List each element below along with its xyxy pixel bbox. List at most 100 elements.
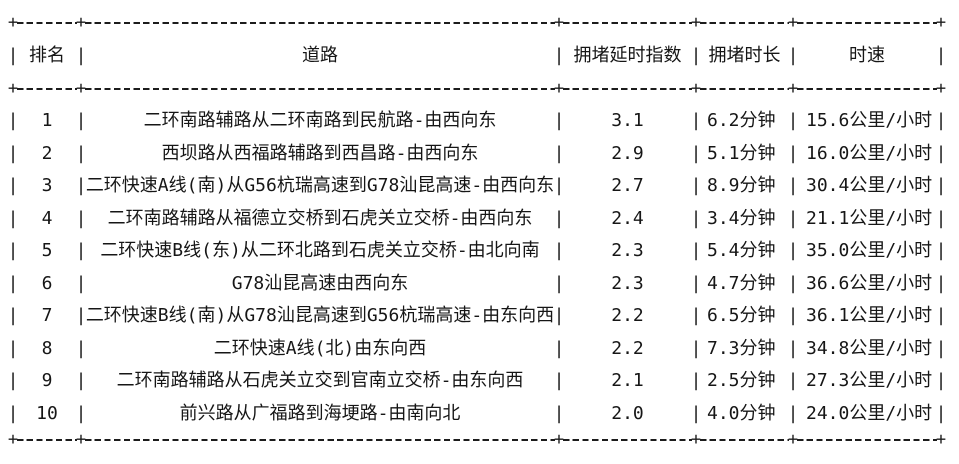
table-border-header: + + + + + + bbox=[8, 72, 946, 105]
corner-joint: + bbox=[787, 78, 799, 98]
speed-cell: 36.6公里/小时 bbox=[806, 272, 933, 294]
column-separator: | bbox=[75, 240, 87, 262]
road-cell: 二环南路辅路从石虎关立交到官南立交桥-由东向西 bbox=[116, 370, 524, 391]
column-separator: | bbox=[787, 305, 799, 327]
column-separator: | bbox=[75, 110, 87, 132]
delay-index-cell: 2.2 bbox=[611, 337, 644, 359]
table-border-top: + + + + + + bbox=[8, 6, 946, 39]
column-separator: | bbox=[935, 44, 947, 66]
corner-joint: + bbox=[935, 429, 947, 450]
column-separator: | bbox=[75, 402, 87, 424]
rank-cell: 10 bbox=[36, 402, 58, 424]
speed-cell: 36.1公里/小时 bbox=[806, 305, 933, 326]
dashed-border-segment bbox=[17, 21, 77, 24]
column-separator: | bbox=[690, 207, 702, 229]
delay-index-cell: 2.4 bbox=[611, 207, 644, 229]
column-separator: | bbox=[787, 272, 799, 294]
column-separator: | bbox=[7, 207, 19, 229]
delay-index-cell: 2.9 bbox=[611, 142, 644, 164]
column-separator: | bbox=[75, 207, 87, 229]
speed-cell: 15.6公里/小时 bbox=[806, 110, 933, 131]
table-row: | | | | | | 2 西坝路从西福路辅路到西昌路-由西向东 2.9 5.1… bbox=[8, 138, 947, 171]
duration-cell: 6.5分钟 bbox=[707, 305, 776, 326]
column-separator: | bbox=[7, 272, 19, 294]
corner-joint: + bbox=[7, 429, 19, 450]
corner-joint: + bbox=[935, 78, 947, 98]
column-separator: | bbox=[787, 110, 799, 132]
corner-joint: + bbox=[690, 429, 702, 450]
column-separator: | bbox=[935, 110, 947, 132]
column-separator: | bbox=[553, 240, 565, 262]
column-separator: | bbox=[7, 305, 19, 327]
speed-cell: 27.3公里/小时 bbox=[806, 370, 933, 391]
dashed-border-segment bbox=[563, 87, 692, 90]
column-separator: | bbox=[7, 110, 19, 132]
header-duration: 拥堵时长 bbox=[708, 44, 781, 66]
corner-joint: + bbox=[7, 12, 19, 32]
column-separator: | bbox=[690, 272, 702, 294]
column-separator: | bbox=[75, 337, 87, 359]
speed-cell: 30.4公里/小时 bbox=[806, 175, 933, 196]
road-cell: 二环快速B线(东)从二环北路到石虎关立交桥-由北向南 bbox=[100, 240, 540, 261]
dashed-border-segment bbox=[17, 87, 77, 90]
column-separator: | bbox=[553, 402, 565, 424]
delay-index-cell: 2.7 bbox=[611, 175, 644, 196]
rank-cell: 5 bbox=[41, 240, 53, 261]
corner-joint: + bbox=[690, 78, 702, 98]
delay-index-cell: 2.3 bbox=[611, 240, 644, 261]
column-separator: | bbox=[7, 44, 19, 66]
dashed-border-segment bbox=[700, 87, 789, 90]
table-row: | | | | | | 4 二环南路辅路从福德立交桥到石虎关立交桥-由西向东 2… bbox=[8, 203, 947, 236]
column-separator: | bbox=[690, 142, 702, 164]
column-separator: | bbox=[553, 142, 565, 164]
table-row: | | | | | | 7 二环快速B线(南)从G78汕昆高速到G56杭瑞高速-… bbox=[8, 300, 947, 333]
duration-cell: 3.4分钟 bbox=[707, 207, 776, 229]
corner-joint: + bbox=[75, 78, 87, 98]
column-separator: | bbox=[7, 337, 19, 359]
road-cell: 二环快速B线(南)从G78汕昆高速到G56杭瑞高速-由东向西 bbox=[85, 305, 555, 326]
delay-index-cell: 3.1 bbox=[611, 110, 644, 131]
road-cell: 前兴路从广福路到海埂路-由南向北 bbox=[179, 402, 461, 424]
speed-cell: 35.0公里/小时 bbox=[806, 240, 933, 261]
column-separator: | bbox=[75, 272, 87, 294]
duration-cell: 5.1分钟 bbox=[707, 142, 776, 164]
column-separator: | bbox=[75, 142, 87, 164]
rank-cell: 7 bbox=[41, 305, 53, 326]
header-delay-index: 拥堵延时指数 bbox=[573, 44, 682, 66]
header-road: 道路 bbox=[302, 44, 338, 66]
column-separator: | bbox=[690, 110, 702, 132]
duration-cell: 2.5分钟 bbox=[707, 370, 776, 391]
speed-cell: 21.1公里/小时 bbox=[806, 207, 933, 229]
speed-cell: 24.0公里/小时 bbox=[806, 402, 933, 424]
column-separator: | bbox=[787, 370, 799, 392]
column-separator: | bbox=[787, 142, 799, 164]
column-separator: | bbox=[935, 305, 947, 327]
column-separator: | bbox=[690, 240, 702, 262]
dashed-border-segment bbox=[85, 439, 555, 441]
column-separator: | bbox=[787, 337, 799, 359]
column-separator: | bbox=[75, 44, 87, 66]
column-separator: | bbox=[553, 175, 565, 197]
column-separator: | bbox=[935, 142, 947, 164]
column-separator: | bbox=[690, 402, 702, 424]
column-separator: | bbox=[7, 240, 19, 262]
rank-cell: 3 bbox=[41, 175, 53, 196]
dashed-border-segment bbox=[563, 21, 692, 24]
column-separator: | bbox=[75, 370, 87, 392]
column-separator: | bbox=[75, 305, 87, 327]
corner-joint: + bbox=[690, 12, 702, 32]
speed-cell: 34.8公里/小时 bbox=[806, 337, 933, 359]
rank-cell: 2 bbox=[41, 142, 53, 164]
dashed-border-segment bbox=[797, 21, 937, 24]
corner-joint: + bbox=[935, 12, 947, 32]
column-separator: | bbox=[690, 175, 702, 197]
column-separator: | bbox=[787, 402, 799, 424]
column-separator: | bbox=[7, 142, 19, 164]
table-row: | | | | | | 3 二环快速A线(南)从G56杭瑞高速到G78汕昆高速-… bbox=[8, 170, 947, 203]
traffic-ranking-table: + + + + + + | | | | | | 排名 道路 拥堵延时指数 拥堵时长 时速 … bbox=[8, 6, 947, 450]
duration-cell: 4.7分钟 bbox=[707, 272, 776, 294]
column-separator: | bbox=[690, 44, 702, 66]
column-separator: | bbox=[553, 110, 565, 132]
road-cell: 二环南路辅路从福德立交桥到石虎关立交桥-由西向东 bbox=[107, 207, 533, 229]
